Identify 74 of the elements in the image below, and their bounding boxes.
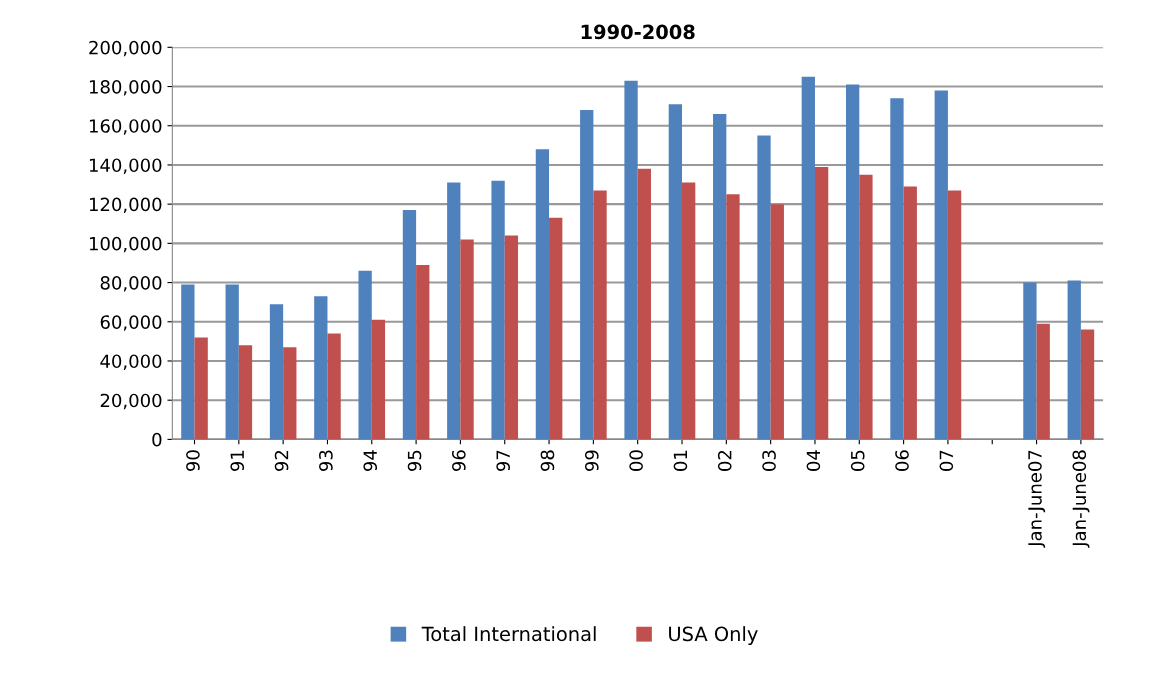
y-tick-label: 40,000 <box>100 354 162 370</box>
bar <box>859 174 873 440</box>
y-tick-label: 60,000 <box>100 315 162 331</box>
y-tick-label: 0 <box>152 432 162 447</box>
bar <box>402 210 417 440</box>
x-tick-label: 01 <box>673 450 688 471</box>
bar <box>181 284 195 440</box>
bar <box>770 204 784 440</box>
bar <box>535 149 550 440</box>
x-tick-label: 03 <box>762 450 776 471</box>
y-tick-label: 200,000 <box>89 40 162 57</box>
bar <box>1080 329 1095 440</box>
y-tick-label: 80,000 <box>100 276 162 292</box>
bar <box>624 80 638 440</box>
y-tick-label: 180,000 <box>89 79 162 96</box>
y-tick-label: 140,000 <box>89 158 162 174</box>
y-tick-label: 120,000 <box>89 197 162 214</box>
x-tick-label: 96 <box>452 450 466 471</box>
bar <box>447 182 461 440</box>
bar <box>637 168 651 440</box>
bar <box>726 194 740 440</box>
x-tick-label: 98 <box>540 450 555 471</box>
bar <box>682 182 696 440</box>
bar <box>549 217 563 440</box>
bar <box>238 345 253 440</box>
bar <box>1023 282 1037 440</box>
bar <box>460 239 474 440</box>
chart-title: 1990-2008 <box>581 24 695 40</box>
x-tick-label: Jan-June07 <box>1028 450 1046 548</box>
bar <box>757 135 771 440</box>
bar <box>283 347 297 440</box>
bar <box>371 319 386 440</box>
x-tick-label: 00 <box>629 450 643 471</box>
bar <box>890 98 904 440</box>
bar <box>713 113 727 440</box>
x-tick-label: 91 <box>230 450 245 471</box>
bar <box>225 284 239 440</box>
bar <box>194 337 208 440</box>
bar <box>580 110 594 440</box>
bar <box>358 270 372 440</box>
bar <box>668 104 683 440</box>
bar <box>593 190 607 440</box>
y-tick-label: 100,000 <box>89 236 162 253</box>
bar <box>1067 280 1081 440</box>
x-tick-label: 02 <box>717 450 732 471</box>
bar <box>903 186 917 440</box>
legend-label: USA Only <box>669 626 758 645</box>
bar <box>1036 323 1050 440</box>
bar <box>416 264 430 440</box>
x-tick-label: 95 <box>407 450 422 471</box>
x-tick-label: 99 <box>584 450 599 471</box>
bar <box>814 166 829 440</box>
x-tick-label: 97 <box>496 450 510 471</box>
bar <box>491 180 505 440</box>
x-tick-label: 93 <box>319 450 333 471</box>
bar <box>327 333 341 440</box>
bar <box>314 296 328 440</box>
bar <box>934 90 948 440</box>
x-tick-label: 06 <box>895 450 909 471</box>
bar <box>845 84 860 440</box>
x-tick-label: 90 <box>186 450 200 471</box>
x-tick-label: 04 <box>806 450 821 471</box>
x-tick-label: Jan-June08 <box>1072 450 1090 548</box>
x-tick-label: 92 <box>274 450 289 471</box>
bar <box>801 76 815 440</box>
bar <box>269 304 284 440</box>
x-tick-label: 05 <box>850 450 865 471</box>
legend-label: Total International <box>421 626 596 642</box>
bar <box>504 235 519 440</box>
x-tick-label: 94 <box>363 450 378 471</box>
y-tick-label: 20,000 <box>100 393 162 410</box>
x-tick-label: 07 <box>939 450 954 471</box>
y-tick-label: 160,000 <box>89 119 162 135</box>
bar <box>947 190 962 440</box>
